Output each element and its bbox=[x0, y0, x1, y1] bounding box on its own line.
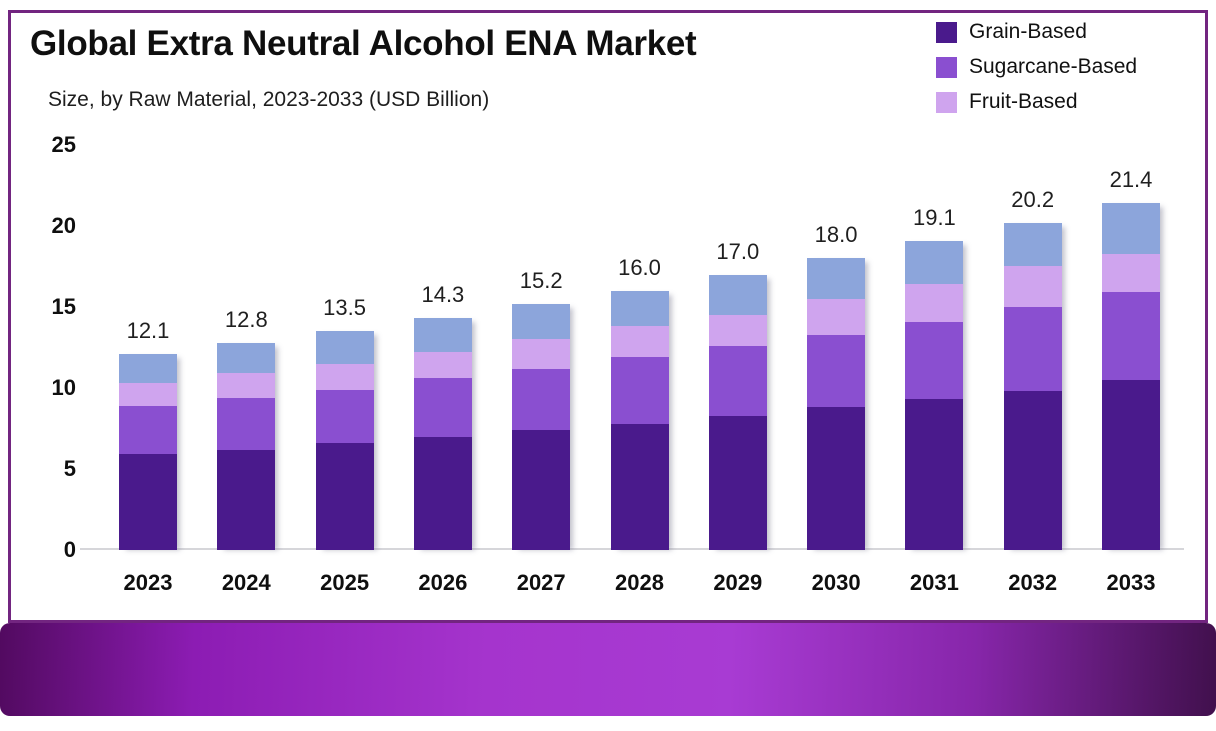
y-axis-tick-label: 0 bbox=[63, 537, 76, 562]
bar-segment-unlabeled-top bbox=[708, 274, 767, 316]
chart-title: Global Extra Neutral Alcohol ENA Market bbox=[30, 24, 697, 63]
bar-segment-Sugarcane-Based bbox=[512, 368, 571, 431]
bar-segment-unlabeled-top bbox=[413, 318, 472, 353]
chart-subtitle: Size, by Raw Material, 2023-2033 (USD Bi… bbox=[48, 88, 490, 111]
bar-segment-Grain-Based bbox=[1003, 391, 1062, 550]
bar-segment-Grain-Based bbox=[610, 423, 669, 550]
stacked-bar-2032 bbox=[1003, 222, 1062, 550]
bar-total-label: 13.5 bbox=[323, 295, 366, 321]
bar-total-label: 16.0 bbox=[618, 254, 661, 280]
bar-total-label: 12.8 bbox=[224, 306, 268, 332]
legend: Grain-Based Sugarcane-Based Fruit-Based bbox=[936, 20, 1137, 125]
stacked-bar-2031 bbox=[905, 240, 964, 550]
legend-item-fruit-based: Fruit-Based bbox=[936, 90, 1137, 114]
stacked-bar-2029 bbox=[708, 274, 767, 550]
x-axis-category-label: 2027 bbox=[516, 570, 566, 595]
y-axis-tick-label: 15 bbox=[51, 294, 76, 319]
bar-total-label: 18.0 bbox=[814, 222, 858, 248]
y-axis-tick-label: 25 bbox=[51, 132, 76, 157]
bar-segment-Grain-Based bbox=[413, 436, 472, 550]
bar-segment-Grain-Based bbox=[315, 443, 374, 550]
x-axis-category-label: 2026 bbox=[418, 570, 468, 595]
legend-item-sugarcane-based: Sugarcane-Based bbox=[936, 55, 1137, 79]
bar-segment-Fruit-Based bbox=[217, 373, 276, 398]
bar-segment-unlabeled-top bbox=[1102, 203, 1160, 254]
stacked-bar-2023 bbox=[119, 353, 177, 550]
bar-segment-Grain-Based bbox=[807, 407, 866, 550]
bar-segment-unlabeled-top bbox=[315, 331, 374, 364]
bar-segment-Fruit-Based bbox=[1003, 266, 1062, 307]
bar-segment-Sugarcane-Based bbox=[807, 334, 866, 408]
bar-total-label: 12.1 bbox=[126, 317, 170, 343]
bar-segment-unlabeled-top bbox=[905, 240, 964, 285]
bar-segment-Sugarcane-Based bbox=[1102, 292, 1160, 380]
bar-segment-Fruit-Based bbox=[708, 315, 767, 346]
y-axis-tick-label: 10 bbox=[51, 375, 76, 400]
legend-label: Fruit-Based bbox=[969, 90, 1078, 113]
bar-segment-Sugarcane-Based bbox=[905, 321, 964, 400]
bar-segment-unlabeled-top bbox=[512, 303, 571, 340]
bar-segment-Fruit-Based bbox=[413, 352, 472, 379]
bar-segment-unlabeled-top bbox=[807, 258, 866, 299]
x-axis-category-label: 2030 bbox=[811, 570, 861, 595]
legend-swatch-fruit-based bbox=[936, 91, 957, 113]
legend-label: Grain-Based bbox=[969, 20, 1087, 43]
bar-total-label: 17.0 bbox=[716, 238, 760, 264]
stacked-bar-2027 bbox=[512, 303, 571, 550]
y-axis-tick-label: 5 bbox=[63, 456, 76, 481]
x-axis-category-label: 2028 bbox=[615, 570, 664, 595]
bar-total-label: 20.2 bbox=[1011, 186, 1055, 212]
footer-banner: The Market will Grow At the CAGR of: 5.9… bbox=[0, 623, 1216, 716]
bar-total-label: 21.4 bbox=[1109, 167, 1153, 193]
bar-segment-Grain-Based bbox=[119, 454, 177, 550]
x-axis-category-label: 2032 bbox=[1008, 570, 1058, 595]
bar-segment-Sugarcane-Based bbox=[1003, 306, 1062, 392]
legend-item-grain-based: Grain-Based bbox=[936, 20, 1137, 44]
legend-label: Sugarcane-Based bbox=[969, 55, 1138, 78]
bar-segment-unlabeled-top bbox=[1003, 222, 1062, 267]
stacked-bar-2026 bbox=[413, 318, 472, 550]
legend-swatch-grain-based bbox=[936, 21, 957, 43]
bar-segment-Fruit-Based bbox=[119, 383, 177, 406]
y-axis-tick-label: 20 bbox=[51, 213, 76, 238]
x-axis-category-label: 2023 bbox=[123, 570, 173, 595]
bar-segment-Sugarcane-Based bbox=[708, 345, 767, 416]
x-axis-category-label: 2025 bbox=[320, 570, 370, 595]
bar-total-label: 19.1 bbox=[912, 204, 956, 230]
stacked-bar-2030 bbox=[807, 258, 866, 550]
bar-total-label: 14.3 bbox=[421, 282, 465, 308]
bar-segment-Sugarcane-Based bbox=[315, 389, 374, 444]
bar-segment-Grain-Based bbox=[217, 449, 276, 550]
stacked-bar-2024 bbox=[217, 342, 276, 550]
bar-segment-Grain-Based bbox=[708, 415, 767, 550]
bar-segment-unlabeled-top bbox=[610, 290, 669, 327]
legend-swatch-sugarcane-based bbox=[936, 56, 957, 78]
bar-segment-Fruit-Based bbox=[610, 326, 669, 358]
x-axis-category-label: 2029 bbox=[713, 570, 763, 595]
stacked-bar-2028 bbox=[610, 290, 669, 550]
bar-segment-Fruit-Based bbox=[1102, 253, 1160, 293]
bar-segment-Sugarcane-Based bbox=[217, 397, 276, 450]
bar-segment-Grain-Based bbox=[1102, 379, 1160, 550]
bar-segment-Fruit-Based bbox=[315, 363, 374, 390]
bar-segment-Sugarcane-Based bbox=[413, 378, 472, 437]
bar-segment-Grain-Based bbox=[905, 399, 964, 550]
x-axis-category-label: 2031 bbox=[909, 570, 959, 595]
bar-segment-Sugarcane-Based bbox=[119, 405, 177, 455]
x-axis-category-label: 2024 bbox=[221, 570, 271, 595]
bar-segment-Fruit-Based bbox=[905, 284, 964, 322]
bar-segment-Fruit-Based bbox=[512, 339, 571, 369]
bar-segment-unlabeled-top bbox=[217, 342, 276, 374]
stacked-bar-2033 bbox=[1102, 203, 1160, 550]
bar-segment-unlabeled-top bbox=[119, 353, 177, 384]
stacked-bar-2025 bbox=[315, 331, 374, 550]
bar-segment-Grain-Based bbox=[512, 430, 571, 550]
bar-segment-Sugarcane-Based bbox=[610, 357, 669, 424]
bar-total-label: 15.2 bbox=[519, 267, 563, 293]
x-axis-category-label: 2033 bbox=[1106, 570, 1156, 595]
bar-segment-Fruit-Based bbox=[807, 298, 866, 335]
